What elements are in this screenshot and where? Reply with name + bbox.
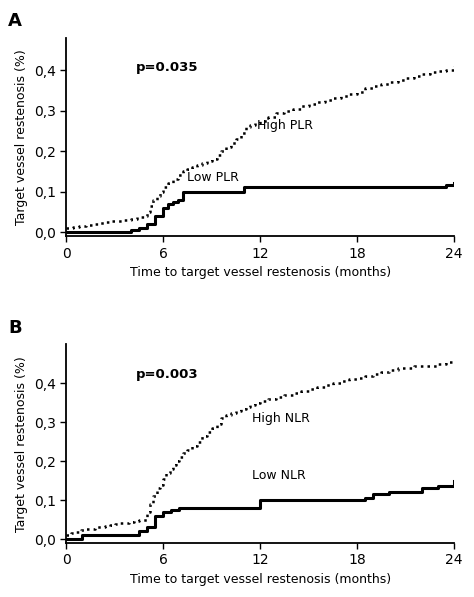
Text: High NLR: High NLR [252, 413, 310, 425]
Text: B: B [8, 319, 22, 337]
Text: Low NLR: Low NLR [252, 469, 306, 482]
X-axis label: Time to target vessel restenosis (months): Time to target vessel restenosis (months… [129, 573, 391, 586]
Y-axis label: Target vessel restenosis (%): Target vessel restenosis (%) [15, 356, 28, 531]
Text: p=0.003: p=0.003 [136, 368, 199, 381]
X-axis label: Time to target vessel restenosis (months): Time to target vessel restenosis (months… [129, 266, 391, 279]
Text: High PLR: High PLR [257, 119, 313, 132]
Text: p=0.035: p=0.035 [136, 61, 199, 74]
Y-axis label: Target vessel restenosis (%): Target vessel restenosis (%) [15, 49, 28, 224]
Text: A: A [8, 12, 22, 30]
Text: Low PLR: Low PLR [187, 171, 239, 184]
